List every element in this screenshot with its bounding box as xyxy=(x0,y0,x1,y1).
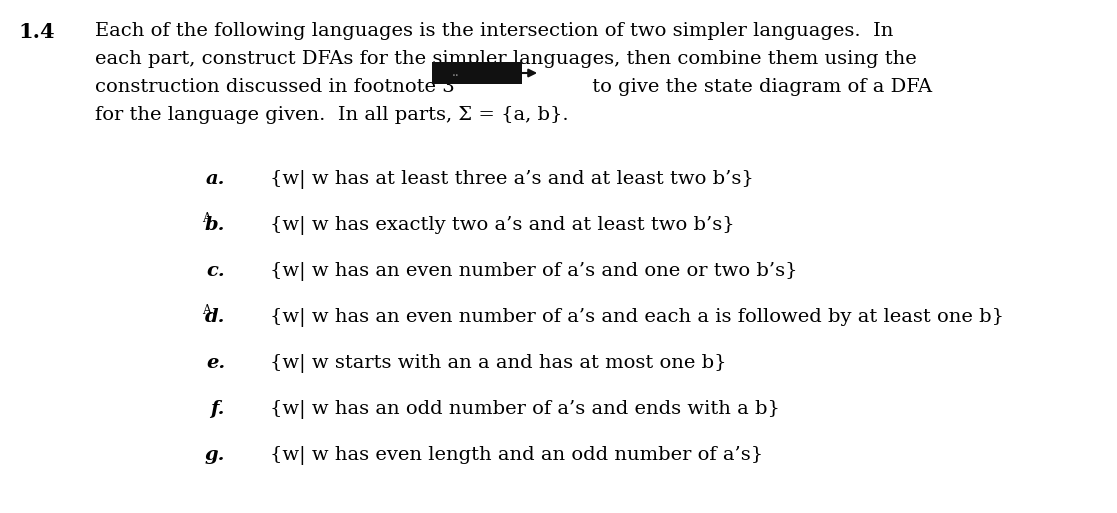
Text: {w| w has at least three a’s and at least two b’s}: {w| w has at least three a’s and at leas… xyxy=(270,170,754,189)
Text: A: A xyxy=(202,304,211,317)
Text: {w| w has even length and an odd number of a’s}: {w| w has even length and an odd number … xyxy=(270,446,763,465)
Text: d.: d. xyxy=(204,308,225,326)
Text: for the language given.  In all parts, Σ = {a, b}.: for the language given. In all parts, Σ … xyxy=(95,106,569,124)
Text: {w| w has exactly two a’s and at least two b’s}: {w| w has exactly two a’s and at least t… xyxy=(270,216,735,235)
Text: Each of the following languages is the intersection of two simpler languages.  I: Each of the following languages is the i… xyxy=(95,22,894,40)
Text: ..: .. xyxy=(452,67,460,80)
Text: a.: a. xyxy=(206,170,225,188)
Text: f.: f. xyxy=(211,400,225,418)
Text: 1.4: 1.4 xyxy=(18,22,55,42)
Text: {w| w starts with an a and has at most one b}: {w| w starts with an a and has at most o… xyxy=(270,354,726,373)
Text: A: A xyxy=(202,212,211,225)
Text: b.: b. xyxy=(204,216,225,234)
Text: construction discussed in footnote 3                      to give the state diag: construction discussed in footnote 3 to … xyxy=(95,78,932,96)
Text: each part, construct DFAs for the simpler languages, then combine them using the: each part, construct DFAs for the simple… xyxy=(95,50,917,68)
Text: {w| w has an even number of a’s and one or two b’s}: {w| w has an even number of a’s and one … xyxy=(270,262,798,281)
Bar xyxy=(432,62,522,84)
Text: {w| w has an even number of a’s and each a is followed by at least one b}: {w| w has an even number of a’s and each… xyxy=(270,308,1004,327)
Text: g.: g. xyxy=(204,446,225,464)
Text: {w| w has an odd number of a’s and ends with a b}: {w| w has an odd number of a’s and ends … xyxy=(270,400,780,419)
Text: e.: e. xyxy=(206,354,225,372)
Text: c.: c. xyxy=(207,262,225,280)
